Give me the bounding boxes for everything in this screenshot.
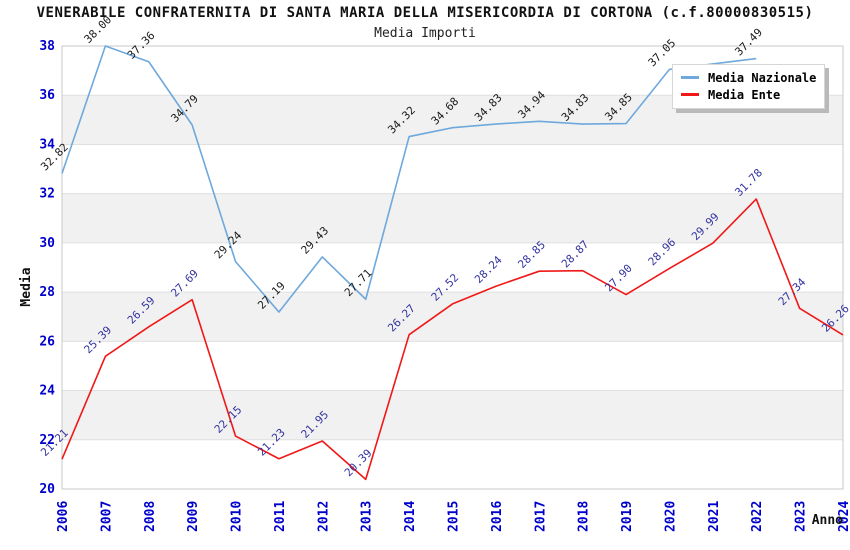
legend: Media Nazionale Media Ente [672, 64, 826, 109]
y-tick-label: 36 [39, 88, 55, 103]
series-line-media-nazionale [61, 45, 757, 313]
legend-label-media-nazionale: Media Nazionale [708, 70, 817, 85]
y-tick-label: 26 [39, 334, 55, 349]
y-tick-label: 28 [39, 285, 55, 300]
x-tick-label: 2015 [447, 501, 462, 532]
x-tick-label: 2007 [99, 501, 114, 532]
legend-item-media-nazionale: Media Nazionale [681, 69, 816, 86]
grid-band [62, 292, 843, 342]
point-label: 38.00 [82, 13, 115, 46]
x-tick-label: 2013 [360, 501, 375, 532]
y-axis-title: Media [19, 267, 34, 306]
point-label: 28.24 [472, 253, 505, 286]
x-tick-label: 2010 [230, 501, 245, 532]
x-tick-label: 2019 [620, 501, 635, 532]
x-tick-label: 2020 [663, 501, 678, 532]
grid-band [62, 193, 843, 243]
x-tick-label: 2022 [750, 501, 765, 532]
legend-swatch-media-nazionale [681, 76, 699, 79]
legend-item-media-ente: Media Ente [681, 86, 816, 103]
x-tick-label: 2012 [316, 501, 331, 532]
chart-title: VENERABILE CONFRATERNITA DI SANTA MARIA … [36, 5, 814, 21]
y-tick-label: 24 [39, 384, 55, 399]
x-tick-label: 2023 [794, 501, 809, 532]
point-label: 37.49 [732, 26, 765, 59]
y-tick-label: 22 [39, 433, 55, 448]
x-tick-label: 2008 [143, 501, 158, 532]
y-tick-label: 34 [39, 137, 55, 152]
x-tick-label: 2009 [186, 501, 201, 532]
grid-band [62, 390, 843, 440]
y-tick-label: 38 [39, 39, 55, 54]
y-tick-label: 32 [39, 187, 55, 202]
x-tick-label: 2016 [490, 501, 505, 532]
y-tick-label: 20 [39, 482, 55, 497]
x-tick-label: 2017 [533, 501, 548, 532]
y-tick-label: 30 [39, 236, 55, 251]
legend-swatch-media-ente [681, 93, 699, 96]
x-tick-label: 2024 [837, 501, 850, 532]
legend-label-media-ente: Media Ente [708, 87, 781, 102]
x-axis-title: Anno [812, 513, 843, 528]
series-line-media-ente [61, 198, 844, 481]
point-label: 37.36 [125, 29, 158, 62]
chart-subtitle: Media Importi [374, 26, 476, 41]
x-tick-label: 2011 [273, 501, 288, 532]
point-label: 27.90 [602, 262, 635, 295]
x-tick-label: 2021 [707, 501, 722, 532]
plot-border [61, 45, 844, 490]
x-tick-label: 2018 [577, 501, 592, 532]
x-tick-label: 2006 [56, 501, 71, 532]
x-tick-label: 2014 [403, 501, 418, 532]
